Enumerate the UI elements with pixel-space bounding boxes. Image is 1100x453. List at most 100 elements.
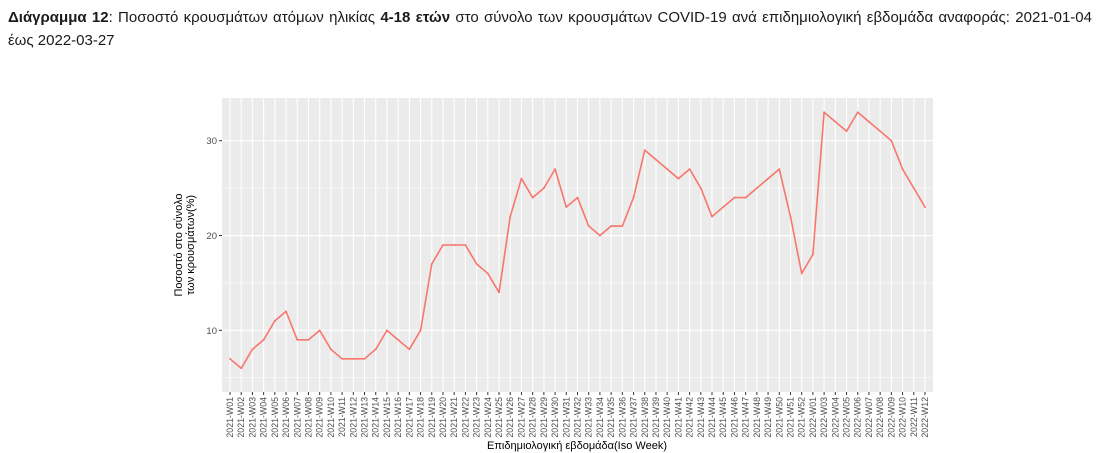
data-point-2021-W22 bbox=[464, 244, 467, 246]
data-point-2021-W16 bbox=[397, 338, 400, 341]
data-point-2022-W03 bbox=[823, 111, 826, 114]
data-point-2021-W44 bbox=[711, 215, 713, 218]
y-axis: 10 20 30 bbox=[206, 136, 222, 337]
data-point-2021-W30 bbox=[554, 168, 556, 171]
caption-text-2: στο σύνολο των κρουσμάτων COVID-19 ανά ε… bbox=[8, 9, 1092, 49]
x-tick-label: 2021-W09 bbox=[315, 397, 325, 438]
x-tick-label: 2021-W01 bbox=[225, 397, 235, 438]
data-point-2021-W45 bbox=[722, 206, 725, 208]
x-tick-label: 2021-W27 bbox=[516, 397, 526, 438]
x-tick-label: 2021-W48 bbox=[752, 397, 762, 438]
x-tick-label: 2021-W35 bbox=[606, 397, 616, 438]
caption-text-1: Ποσοστό κρουσμάτων ατόμων ηλικίας bbox=[118, 9, 381, 26]
x-tick-label: 2022-W12 bbox=[920, 397, 930, 438]
x-tick-label: 2022-W01 bbox=[808, 397, 818, 438]
data-point-2022-W06 bbox=[856, 111, 859, 114]
data-point-2021-W35 bbox=[610, 225, 613, 227]
data-point-2021-W08 bbox=[307, 338, 310, 341]
data-point-2021-W14 bbox=[374, 348, 377, 351]
x-tick-label: 2021-W20 bbox=[438, 397, 448, 438]
data-point-2021-W32 bbox=[576, 196, 579, 199]
x-tick-label: 2021-W21 bbox=[449, 397, 459, 438]
data-point-2021-W17 bbox=[408, 348, 411, 351]
data-point-2021-W27 bbox=[520, 177, 523, 180]
data-point-2021-W33 bbox=[587, 225, 590, 227]
data-point-2022-W07 bbox=[868, 120, 870, 123]
y-tick-label: 10 bbox=[206, 326, 217, 337]
data-point-2021-W49 bbox=[767, 177, 769, 180]
x-tick-label: 2021-W05 bbox=[270, 397, 280, 438]
x-tick-label: 2021-W10 bbox=[326, 397, 336, 438]
x-tick-label: 2021-W18 bbox=[416, 397, 426, 438]
data-point-2021-W46 bbox=[733, 196, 736, 199]
data-point-2021-W41 bbox=[677, 177, 680, 180]
x-tick-label: 2021-W13 bbox=[360, 397, 370, 438]
caption-age-group: 4-18 ετών bbox=[380, 9, 451, 26]
data-point-2021-W52 bbox=[800, 272, 803, 275]
data-point-2022-W11 bbox=[912, 187, 915, 189]
data-points bbox=[229, 111, 926, 370]
x-tick-label: 2021-W45 bbox=[718, 397, 728, 438]
data-point-2022-W08 bbox=[879, 130, 882, 133]
data-point-2022-W10 bbox=[901, 168, 904, 171]
x-tick-label: 2021-W02 bbox=[236, 397, 246, 438]
data-point-2021-W18 bbox=[419, 329, 422, 332]
x-tick-label: 2022-W04 bbox=[830, 397, 840, 438]
y-tick-label: 30 bbox=[206, 136, 217, 147]
x-tick-label: 2021-W19 bbox=[427, 397, 437, 438]
x-tick-label: 2021-W43 bbox=[696, 397, 706, 438]
data-point-2021-W48 bbox=[755, 187, 758, 189]
x-tick-label: 2022-W09 bbox=[886, 397, 896, 438]
x-tick-label: 2021-W39 bbox=[651, 397, 661, 438]
data-point-2021-W12 bbox=[352, 357, 355, 360]
x-tick-label: 2021-W31 bbox=[561, 397, 571, 438]
data-point-2021-W03 bbox=[251, 348, 254, 351]
x-tick-label: 2021-W44 bbox=[707, 397, 717, 438]
x-tick-label: 2021-W07 bbox=[292, 397, 302, 438]
data-point-2021-W37 bbox=[632, 196, 635, 199]
data-point-2021-W36 bbox=[621, 225, 624, 227]
x-tick-label: 2021-W26 bbox=[505, 397, 515, 438]
data-point-2021-W39 bbox=[655, 158, 657, 161]
data-point-2021-W21 bbox=[453, 244, 456, 246]
x-tick-label: 2021-W14 bbox=[371, 397, 381, 438]
data-point-2021-W24 bbox=[486, 272, 489, 275]
data-point-2021-W43 bbox=[699, 187, 702, 189]
x-tick-label: 2021-W33 bbox=[584, 397, 594, 438]
data-point-2021-W31 bbox=[565, 206, 568, 208]
y-axis-title-line-1: Ποσοστό στο σύνολο bbox=[173, 193, 185, 296]
x-tick-label: 2021-W06 bbox=[281, 397, 291, 438]
x-tick-label: 2021-W29 bbox=[539, 397, 549, 438]
data-point-2022-W01 bbox=[812, 253, 814, 256]
caption-separator: : bbox=[108, 9, 119, 26]
data-point-2022-W12 bbox=[924, 206, 926, 208]
data-point-2021-W15 bbox=[386, 329, 388, 332]
x-tick-label: 2021-W30 bbox=[550, 397, 560, 438]
caption-label: Διάγραμμα 12 bbox=[8, 9, 109, 26]
major-gridlines bbox=[222, 98, 933, 392]
x-tick-label: 2022-W11 bbox=[909, 397, 919, 437]
x-tick-label: 2021-W50 bbox=[774, 397, 784, 438]
data-point-2021-W34 bbox=[599, 234, 601, 237]
data-point-2021-W28 bbox=[531, 196, 534, 199]
data-point-2021-W09 bbox=[318, 329, 321, 332]
data-point-2022-W09 bbox=[890, 139, 893, 142]
data-point-2021-W26 bbox=[509, 215, 512, 218]
data-point-2021-W50 bbox=[778, 168, 781, 171]
data-point-2021-W13 bbox=[363, 357, 366, 360]
x-tick-label: 2022-W10 bbox=[898, 397, 908, 438]
data-point-2021-W20 bbox=[442, 244, 444, 246]
data-point-2021-W10 bbox=[329, 348, 332, 351]
x-tick-label: 2021-W23 bbox=[472, 397, 482, 438]
x-tick-label: 2021-W12 bbox=[348, 397, 358, 438]
x-tick-label: 2021-W03 bbox=[247, 397, 257, 438]
data-point-2021-W38 bbox=[643, 149, 646, 152]
x-tick-label: 2021-W17 bbox=[404, 397, 414, 438]
data-point-2021-W06 bbox=[285, 310, 287, 313]
data-point-2021-W04 bbox=[262, 338, 265, 341]
x-tick-label: 2021-W11 bbox=[337, 397, 347, 437]
data-point-2021-W05 bbox=[273, 319, 276, 322]
data-point-2021-W40 bbox=[666, 168, 669, 171]
x-tick-label: 2021-W40 bbox=[662, 397, 672, 438]
